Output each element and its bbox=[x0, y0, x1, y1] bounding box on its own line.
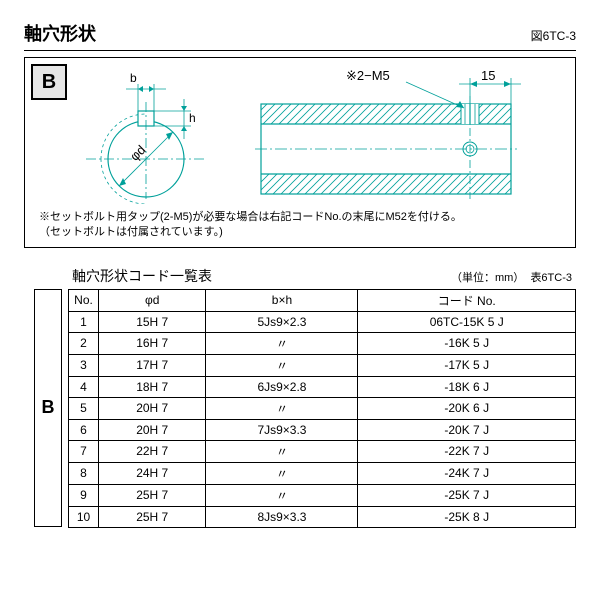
table-cell: 10 bbox=[69, 506, 99, 527]
table-cell: -25K 8 J bbox=[358, 506, 576, 527]
table-cell: 7Js9×3.3 bbox=[206, 419, 358, 440]
table-row: 925H 7〃-25K 7 J bbox=[69, 484, 576, 506]
table-cell: -20K 7 J bbox=[358, 419, 576, 440]
label-b: b bbox=[130, 71, 137, 85]
table-row: 418H 76Js9×2.8-18K 6 J bbox=[69, 376, 576, 397]
th-no: No. bbox=[69, 289, 99, 311]
page-title: 軸穴形状 bbox=[24, 20, 96, 46]
table-title: 軸穴形状コード一覧表 bbox=[72, 266, 212, 286]
table-row: 722H 7〃-22K 7 J bbox=[69, 440, 576, 462]
table-row: 520H 7〃-20K 6 J bbox=[69, 397, 576, 419]
label-2m5: ※2−M5 bbox=[346, 68, 390, 83]
table-cell: 20H 7 bbox=[99, 419, 206, 440]
table-cell: 〃 bbox=[206, 354, 358, 376]
diagram-left: B b bbox=[31, 64, 221, 204]
table-cell: 06TC-15K 5 J bbox=[358, 311, 576, 332]
side-group-label: B bbox=[34, 289, 62, 527]
diagram-right: 15 ※2−M5 bbox=[251, 64, 521, 204]
table-cell: 8 bbox=[69, 462, 99, 484]
right-drawing: 15 ※2−M5 bbox=[251, 64, 521, 204]
th-code: コード No. bbox=[358, 289, 576, 311]
table-row: 317H 7〃-17K 5 J bbox=[69, 354, 576, 376]
table-cell: 9 bbox=[69, 484, 99, 506]
table-cell: 〃 bbox=[206, 462, 358, 484]
label-15: 15 bbox=[481, 68, 495, 83]
table-cell: 6Js9×2.8 bbox=[206, 376, 358, 397]
figure-ref: 図6TC-3 bbox=[531, 27, 576, 44]
table-cell: 16H 7 bbox=[99, 332, 206, 354]
table-cell: 4 bbox=[69, 376, 99, 397]
th-phid: φd bbox=[99, 289, 206, 311]
table-cell: 20H 7 bbox=[99, 397, 206, 419]
table-cell: -16K 5 J bbox=[358, 332, 576, 354]
table-cell: 18H 7 bbox=[99, 376, 206, 397]
th-bxh: b×h bbox=[206, 289, 358, 311]
table-cell: 〃 bbox=[206, 397, 358, 419]
table-row: 115H 75Js9×2.306TC-15K 5 J bbox=[69, 311, 576, 332]
table-row: 216H 7〃-16K 5 J bbox=[69, 332, 576, 354]
note-line1: ※セットボルト用タップ(2-M5)が必要な場合は右記コードNo.の末尾にM52を… bbox=[31, 210, 569, 225]
table-meta: （単位：mm） 表6TC-3 bbox=[451, 269, 572, 285]
table-cell: 〃 bbox=[206, 484, 358, 506]
group-tag: B bbox=[31, 64, 67, 100]
diagram-box: B b bbox=[24, 57, 576, 248]
table-cell: 24H 7 bbox=[99, 462, 206, 484]
table-cell: 22H 7 bbox=[99, 440, 206, 462]
label-h: h bbox=[189, 111, 196, 125]
table-row: 1025H 78Js9×3.3-25K 8 J bbox=[69, 506, 576, 527]
table-cell: 5Js9×2.3 bbox=[206, 311, 358, 332]
table-cell: 〃 bbox=[206, 332, 358, 354]
table-cell: -22K 7 J bbox=[358, 440, 576, 462]
table-cell: 5 bbox=[69, 397, 99, 419]
table-cell: -20K 6 J bbox=[358, 397, 576, 419]
table-cell: 6 bbox=[69, 419, 99, 440]
table-row: 620H 77Js9×3.3-20K 7 J bbox=[69, 419, 576, 440]
table-cell: 1 bbox=[69, 311, 99, 332]
table-cell: 3 bbox=[69, 354, 99, 376]
table-cell: 〃 bbox=[206, 440, 358, 462]
table-cell: 17H 7 bbox=[99, 354, 206, 376]
table-cell: 2 bbox=[69, 332, 99, 354]
table-cell: -25K 7 J bbox=[358, 484, 576, 506]
table-cell: -18K 6 J bbox=[358, 376, 576, 397]
table-cell: 25H 7 bbox=[99, 484, 206, 506]
label-phid: φd bbox=[127, 142, 149, 164]
table-cell: 25H 7 bbox=[99, 506, 206, 527]
table-row: 824H 7〃-24K 7 J bbox=[69, 462, 576, 484]
code-table: No. φd b×h コード No. 115H 75Js9×2.306TC-15… bbox=[68, 289, 576, 528]
note-line2: （セットボルトは付属されています。) bbox=[31, 225, 569, 240]
table-cell: -17K 5 J bbox=[358, 354, 576, 376]
table-cell: 8Js9×3.3 bbox=[206, 506, 358, 527]
table-cell: -24K 7 J bbox=[358, 462, 576, 484]
table-cell: 7 bbox=[69, 440, 99, 462]
table-cell: 15H 7 bbox=[99, 311, 206, 332]
